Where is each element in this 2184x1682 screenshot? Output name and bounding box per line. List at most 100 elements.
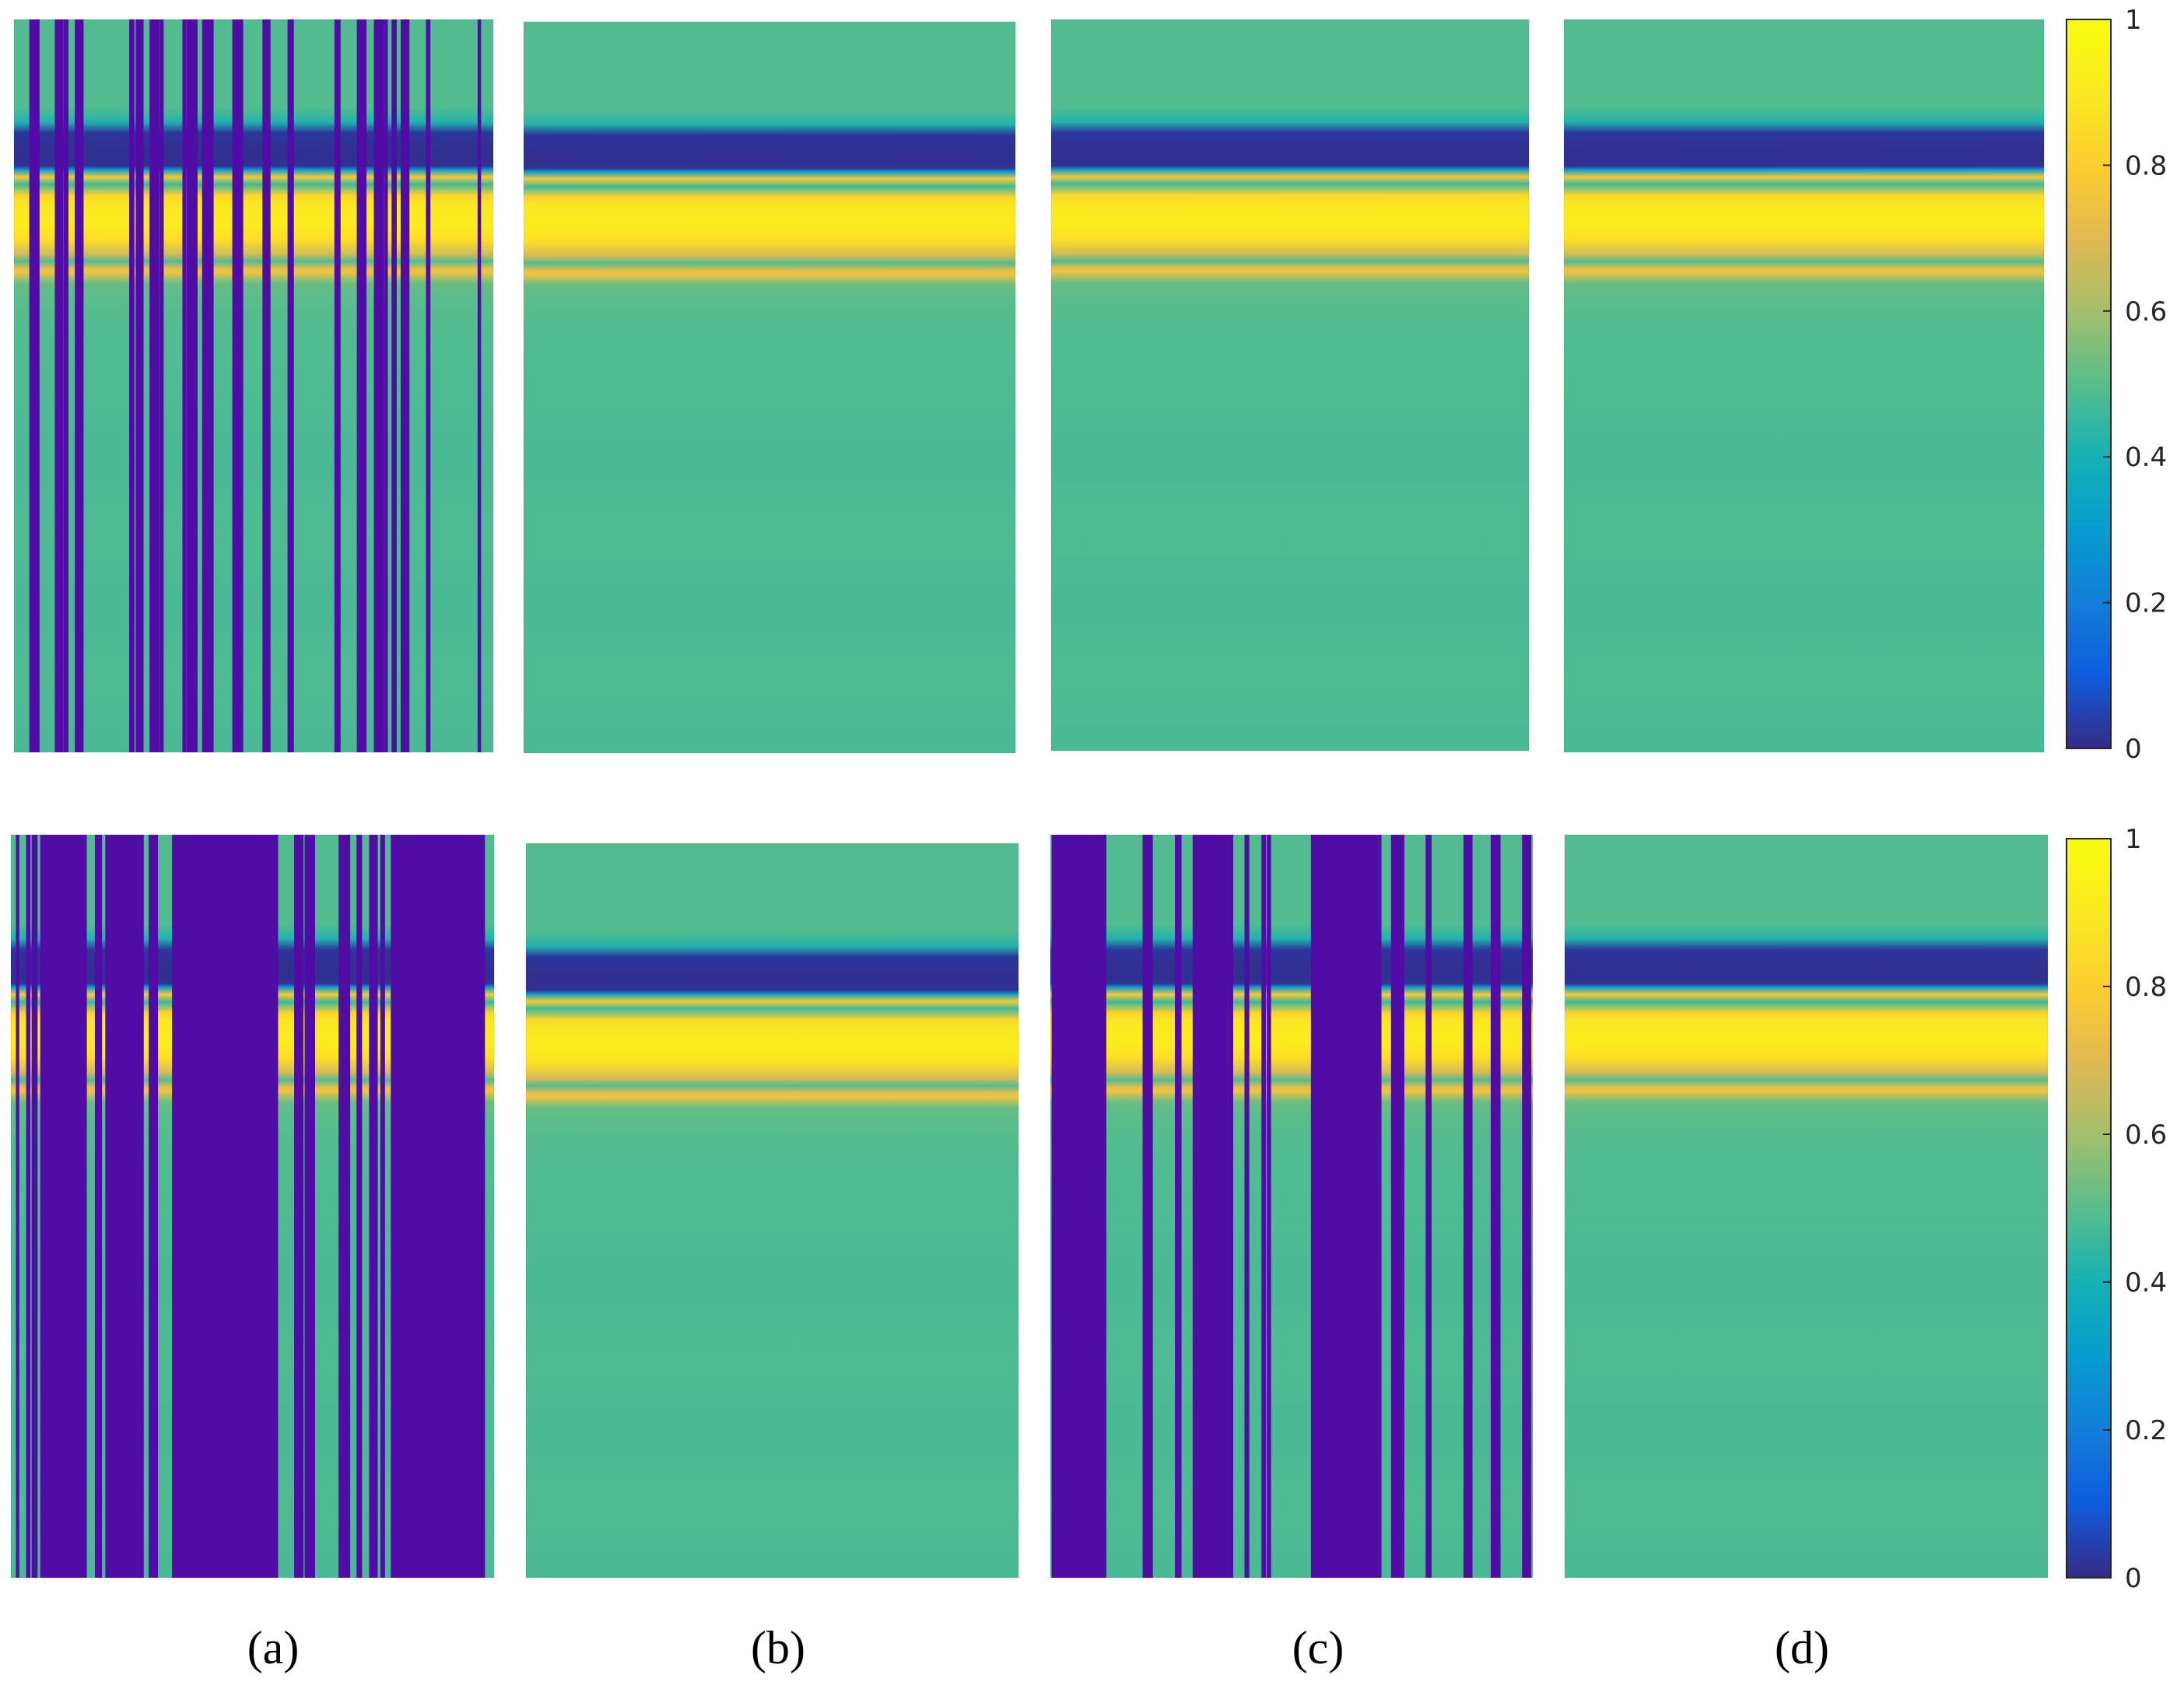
heatmap-field xyxy=(1565,835,2048,1578)
colorbar-tick-label: 1 xyxy=(2125,5,2142,36)
panel-top-d xyxy=(1563,19,2045,753)
missing-column xyxy=(160,19,164,752)
missing-column xyxy=(1070,835,1079,1578)
missing-column xyxy=(1175,835,1182,1578)
missing-column xyxy=(1228,835,1233,1578)
missing-column xyxy=(188,19,197,752)
missing-column xyxy=(135,19,144,752)
colorbar-tick-label: 0.6 xyxy=(2125,1120,2167,1151)
missing-column xyxy=(94,835,100,1578)
colorbar-bar xyxy=(2066,838,2112,1579)
missing-column xyxy=(400,19,410,752)
panel-border xyxy=(1050,834,1534,1579)
colorbar-bar xyxy=(2066,19,2112,749)
missing-column xyxy=(391,19,397,752)
missing-column xyxy=(1425,835,1432,1578)
colorbar-tick-label: 0.2 xyxy=(2125,1415,2167,1446)
colorbar-tick-label: 0 xyxy=(2125,734,2142,765)
panel-captions: (a) (b) (c) (d) xyxy=(247,1622,1829,1673)
missing-column xyxy=(1244,835,1250,1578)
missing-column xyxy=(477,19,482,752)
missing-column xyxy=(235,19,244,752)
panel-top-c xyxy=(1050,19,1530,752)
missing-column xyxy=(334,19,341,752)
caption-c: (c) xyxy=(1292,1622,1344,1673)
missing-column xyxy=(369,835,378,1578)
missing-column xyxy=(255,835,265,1578)
missing-column xyxy=(182,19,187,752)
missing-column xyxy=(232,19,237,752)
colorbar-tick-label: 0.8 xyxy=(2125,972,2167,1003)
missing-column xyxy=(54,19,64,752)
missing-column xyxy=(340,835,351,1578)
missing-column xyxy=(426,19,431,752)
missing-column xyxy=(1390,835,1401,1578)
missing-column xyxy=(198,835,207,1578)
missing-column xyxy=(31,835,38,1578)
missing-column xyxy=(30,19,40,752)
missing-column xyxy=(1142,835,1153,1578)
missing-column xyxy=(287,19,294,752)
missing-column xyxy=(1267,835,1271,1578)
panel-border xyxy=(1050,19,1530,752)
colorbar-top: 0 0.2 0.4 0.6 0.8 1 xyxy=(2066,5,2167,765)
colorbar-tick-label: 0.8 xyxy=(2125,150,2167,181)
panel-top-b xyxy=(523,21,1016,754)
panel-border xyxy=(523,21,1016,754)
panel-border xyxy=(13,19,494,753)
missing-column xyxy=(460,835,472,1578)
missing-column xyxy=(26,835,31,1578)
heatmap-field xyxy=(1051,19,1529,751)
missing-column xyxy=(205,19,214,752)
missing-column xyxy=(1399,835,1404,1578)
missing-column xyxy=(299,835,304,1578)
missing-column xyxy=(1490,835,1501,1578)
missing-column xyxy=(454,835,460,1578)
caption-b: (b) xyxy=(751,1622,805,1673)
missing-column xyxy=(384,19,388,752)
colorbar-tick-label: 0.2 xyxy=(2125,588,2167,619)
missing-column xyxy=(105,835,144,1578)
panel-bottom-a xyxy=(10,834,495,1579)
missing-column xyxy=(1522,835,1532,1578)
panel-border xyxy=(1564,834,2049,1579)
missing-column xyxy=(270,835,279,1578)
missing-column xyxy=(149,19,160,752)
missing-column xyxy=(432,835,440,1578)
panel-bottom-d xyxy=(1564,834,2049,1579)
missing-column xyxy=(414,835,425,1578)
missing-column xyxy=(436,835,447,1578)
missing-column xyxy=(304,835,315,1578)
heatmap-field xyxy=(526,843,1018,1578)
heatmap-field xyxy=(1564,19,2044,752)
missing-column xyxy=(1369,835,1376,1578)
panel-border xyxy=(10,834,495,1579)
missing-column xyxy=(217,835,259,1578)
caption-d: (d) xyxy=(1775,1622,1829,1673)
missing-column xyxy=(149,835,159,1578)
caption-a: (a) xyxy=(247,1622,300,1673)
missing-column xyxy=(1261,835,1267,1578)
missing-column xyxy=(40,835,87,1578)
heatmap-field xyxy=(524,22,1015,753)
heatmap-field xyxy=(1050,835,1533,1578)
missing-column xyxy=(202,19,209,752)
row-top: 0 0.2 0.4 0.6 0.8 1 xyxy=(13,5,2167,765)
missing-column xyxy=(294,835,300,1578)
colorbar-bottom: 0 0.2 0.4 0.6 0.8 1 xyxy=(2066,824,2167,1594)
missing-column xyxy=(1200,835,1211,1578)
panel-border xyxy=(525,843,1019,1579)
missing-column xyxy=(129,19,135,752)
missing-column xyxy=(16,835,19,1578)
colorbar-tick-label: 0.4 xyxy=(2125,1267,2167,1298)
panel-bottom-b xyxy=(525,843,1019,1579)
missing-column xyxy=(380,835,385,1578)
heatmap-field xyxy=(14,19,493,752)
missing-column xyxy=(75,19,84,752)
row-bottom: 0 0.2 0.4 0.6 0.8 1 xyxy=(10,824,2167,1594)
colorbar-tick-label: 0 xyxy=(2125,1563,2142,1594)
missing-column xyxy=(361,19,366,752)
missing-column xyxy=(475,835,486,1578)
missing-column xyxy=(262,19,271,752)
